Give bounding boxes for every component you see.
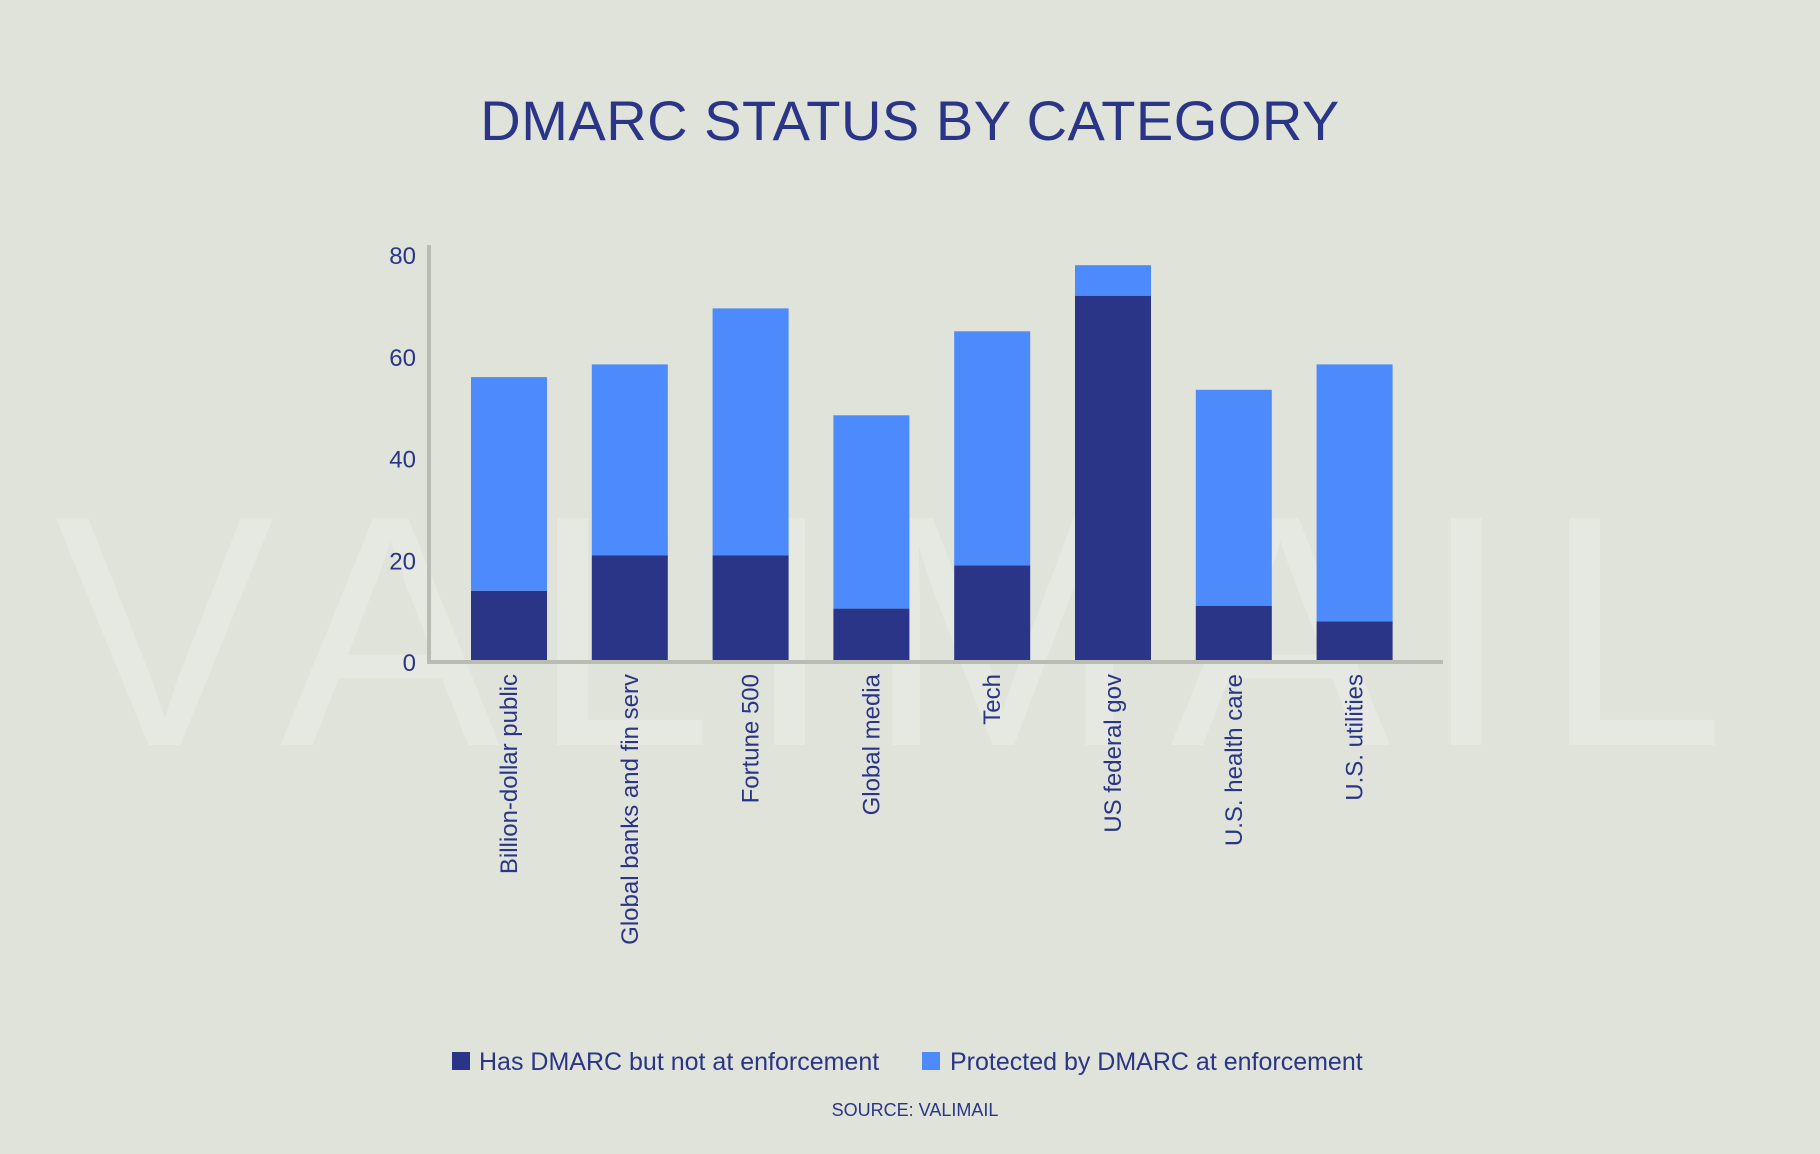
legend-label-1: Protected by DMARC at enforcement <box>950 1048 1363 1076</box>
bar-not-enforced-7 <box>1316 621 1393 662</box>
x-category-label: Global media <box>858 673 885 815</box>
legend-swatch-0 <box>452 1052 470 1070</box>
x-category-label: U.S. health care <box>1221 674 1248 846</box>
bar-not-enforced-2 <box>712 555 789 662</box>
bar-enforced-2 <box>712 308 789 556</box>
bar-enforced-4 <box>954 331 1031 566</box>
x-category-label: Fortune 500 <box>738 674 765 803</box>
x-category-label: U.S. utilities <box>1342 674 1369 801</box>
bar-enforced-7 <box>1316 364 1393 622</box>
bar-not-enforced-6 <box>1195 606 1272 662</box>
y-tick-label: 0 <box>403 650 416 677</box>
bar-enforced-0 <box>471 377 547 591</box>
source-note: SOURCE: VALIMAIL <box>832 1100 999 1120</box>
bar-not-enforced-5 <box>1075 295 1151 662</box>
bar-enforced-6 <box>1195 389 1272 606</box>
bar-not-enforced-1 <box>591 555 668 662</box>
x-category-label: Global banks and fin serv <box>617 674 644 945</box>
bar-not-enforced-4 <box>954 565 1031 662</box>
legend-label-0: Has DMARC but not at enforcement <box>479 1048 879 1076</box>
legend-swatch-1 <box>922 1052 940 1070</box>
bar-not-enforced-3 <box>833 608 910 662</box>
x-category-label: Billion-dollar public <box>496 674 523 874</box>
plot-area: 0 20 40 60 80 Billion-dollar public Global ban… <box>389 243 1443 945</box>
bar-enforced-1 <box>591 364 668 556</box>
x-category-label: Tech <box>979 674 1006 725</box>
y-tick-label: 60 <box>389 345 416 372</box>
bar-enforced-5 <box>1075 265 1151 296</box>
chart-title: DMARC STATUS BY CATEGORY <box>480 89 1339 152</box>
bar-enforced-3 <box>833 415 910 609</box>
x-category-label: US federal gov <box>1100 674 1127 833</box>
y-tick-label: 40 <box>389 447 416 474</box>
y-tick-label: 20 <box>389 548 416 575</box>
bar-not-enforced-0 <box>471 590 547 662</box>
legend: Has DMARC but not at enforcement Protecte… <box>452 1048 1363 1076</box>
y-tick-label: 80 <box>389 243 416 270</box>
